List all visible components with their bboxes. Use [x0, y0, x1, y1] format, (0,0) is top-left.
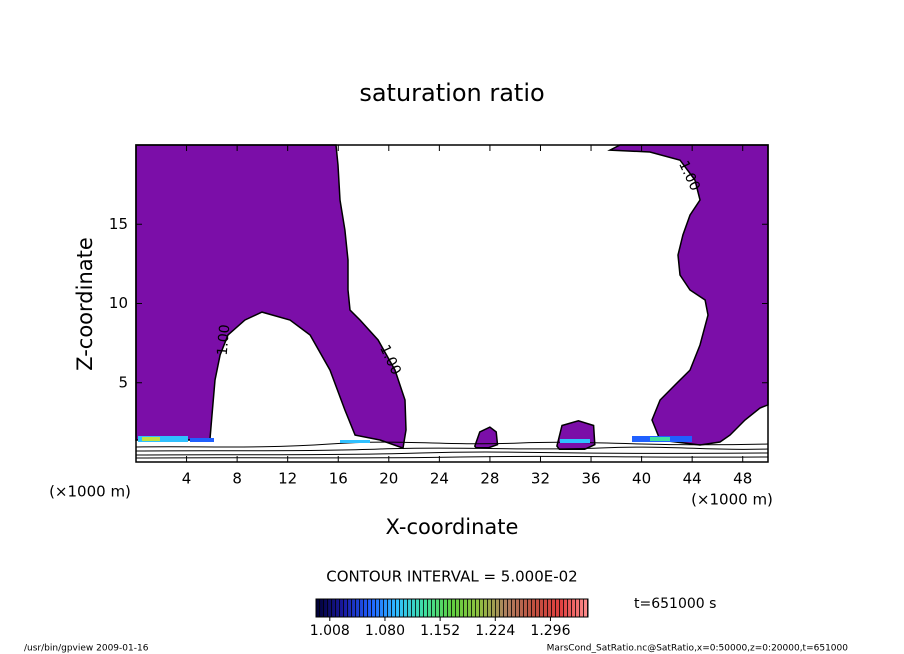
bottom-contours [135, 441, 769, 459]
y-tick-label: 5 [118, 373, 128, 391]
x-tick-label: 12 [278, 470, 297, 488]
time-label: t=651000 s [634, 596, 716, 612]
x-tick-label: 28 [480, 470, 499, 488]
footer-left: /usr/bin/gpview 2009-01-16 [24, 644, 149, 654]
contour-interval: CONTOUR INTERVAL = 5.000E-02 [326, 568, 577, 586]
surface-spots [138, 436, 692, 443]
contour-region [607, 144, 769, 446]
x-tick-label: 48 [733, 470, 752, 488]
x-tick-label: 4 [182, 470, 192, 488]
x-tick-label: 44 [683, 470, 702, 488]
x-unit: (×1000 m) [691, 491, 773, 509]
colorbar-tick-label: 1.008 [310, 623, 350, 639]
colorbar-tick-label: 1.296 [530, 623, 570, 639]
colorbar-tick-label: 1.224 [475, 623, 515, 639]
contour-region [556, 420, 596, 451]
y-tick-label: 10 [109, 294, 128, 312]
footer-right: MarsCond_SatRatio.nc@SatRatio,x=0:50000,… [547, 644, 849, 654]
x-tick-label: 24 [430, 470, 449, 488]
contour-label: 1.00 [215, 324, 234, 356]
contour-region [135, 144, 407, 450]
y-tick-label: 15 [109, 215, 128, 233]
x-tick-label: 8 [232, 470, 242, 488]
colorbar-tick-label: 1.080 [365, 623, 405, 639]
chart-title: saturation ratio [359, 79, 544, 107]
x-tick-label: 16 [329, 470, 348, 488]
x-axis-label: X-coordinate [386, 515, 519, 539]
contour-region [473, 426, 499, 449]
x-tick-label: 20 [379, 470, 398, 488]
x-tick-label: 36 [581, 470, 600, 488]
x-unit: (×1000 m) [49, 483, 131, 501]
colorbar-ticks: 1.008 1.080 1.152 1.224 1.296 [310, 617, 571, 639]
y-axis-label: Z-coordinate [73, 237, 97, 371]
x-tick-label: 32 [531, 470, 550, 488]
colorbar-tick-label: 1.152 [420, 623, 460, 639]
colorbar-frame [315, 598, 589, 618]
plot-area [135, 144, 769, 451]
x-tick-label: 40 [632, 470, 651, 488]
